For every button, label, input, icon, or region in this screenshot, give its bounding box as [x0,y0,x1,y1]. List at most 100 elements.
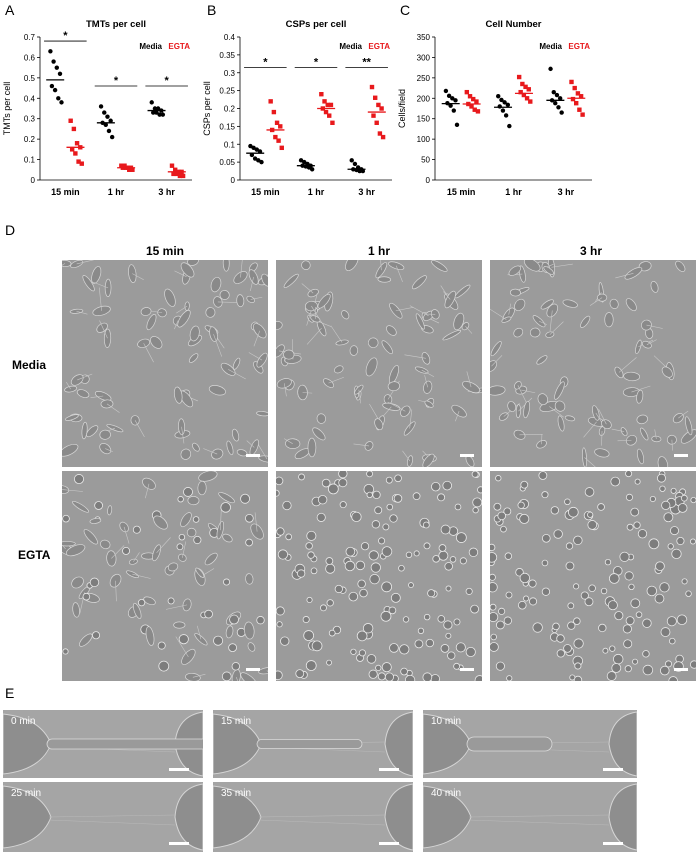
y-tick-label: 0 [231,176,236,185]
cell-protrusion [598,408,607,425]
round-cell [183,487,193,497]
round-cell [666,616,677,627]
data-point-media [256,158,261,163]
round-cell [412,492,421,501]
data-point-media [450,96,455,101]
cell [83,529,98,545]
cell [91,266,102,284]
data-point-egta [273,134,278,140]
round-cell [444,562,453,571]
cell-protrusion [134,420,145,438]
cell [256,411,268,417]
data-point-media [54,65,59,70]
cell [198,471,218,482]
data-point-media [157,112,162,117]
round-cell [587,511,594,518]
round-cell [670,487,677,494]
round-cell [167,597,175,605]
cell [304,300,318,312]
round-cell [470,604,479,614]
cell-protrusion [549,321,564,335]
cell [640,427,649,441]
cell [333,365,344,374]
cell-protrusion [156,537,171,553]
data-point-egta [371,113,376,118]
cell [109,573,122,588]
data-point-media [108,118,113,123]
round-cell [689,538,696,545]
round-cell [500,525,507,533]
round-cell [422,521,430,529]
row-label-media: Media [12,358,47,372]
cell-protrusion [123,526,130,544]
data-point-media [152,106,158,111]
cell [514,381,522,390]
data-point-egta [467,94,473,99]
cell-protrusion [395,306,414,312]
cell [388,261,405,270]
round-cell [453,618,461,626]
cell [641,319,652,331]
round-cell [573,535,583,546]
round-cell [430,674,440,681]
round-cell [654,593,665,604]
data-point-egta [376,102,381,108]
data-point-egta [526,87,531,92]
round-cell [517,501,525,509]
round-cell [528,579,537,588]
timelapse-frame-6: 40 min [423,782,637,852]
cell [210,276,222,293]
round-cell [326,659,332,666]
scale-bar [379,842,399,845]
round-cell [276,476,284,486]
round-cell [360,542,370,551]
round-cell [389,514,398,523]
cell [508,265,522,276]
cell [515,404,521,419]
y-tick-label: 0.2 [224,105,236,114]
cell [89,518,102,524]
round-cell [584,597,594,607]
data-point-media [302,159,307,165]
cell [518,265,526,283]
cell-protrusion [380,260,382,271]
cell-protrusion [465,325,473,334]
scale-bar [603,768,623,771]
round-cell [564,498,571,506]
cell [507,401,517,412]
round-cell [381,662,392,673]
round-cell [602,647,609,654]
cell [641,340,652,349]
cell-protrusion [145,483,150,499]
round-cell [327,483,339,495]
cell-protrusion [330,325,343,343]
round-cell [490,552,498,563]
round-cell [399,644,410,655]
cell [276,344,285,358]
data-point-media [551,89,556,95]
cell-protrusion [353,443,370,447]
timelapse-time: 0 min [11,716,36,727]
round-cell [495,661,505,671]
round-cell [648,538,660,550]
round-cell [245,538,253,547]
cell [381,340,393,355]
cell-protrusion [631,385,651,393]
data-point-egta [74,141,80,146]
data-point-media [248,143,253,149]
cell [635,339,642,354]
y-tick-label: 0.1 [24,156,36,165]
cell [258,667,268,675]
cell [283,273,299,289]
round-cell [307,551,315,559]
round-cell [276,606,285,616]
round-cell [628,583,635,591]
round-cell [619,551,630,562]
round-cell [573,638,584,649]
round-cell [642,650,650,658]
round-cell [438,544,447,552]
data-point-egta [580,112,585,117]
cell [625,298,637,312]
col-label-3hr: 3 hr [579,244,602,258]
scale-bar [460,668,474,671]
